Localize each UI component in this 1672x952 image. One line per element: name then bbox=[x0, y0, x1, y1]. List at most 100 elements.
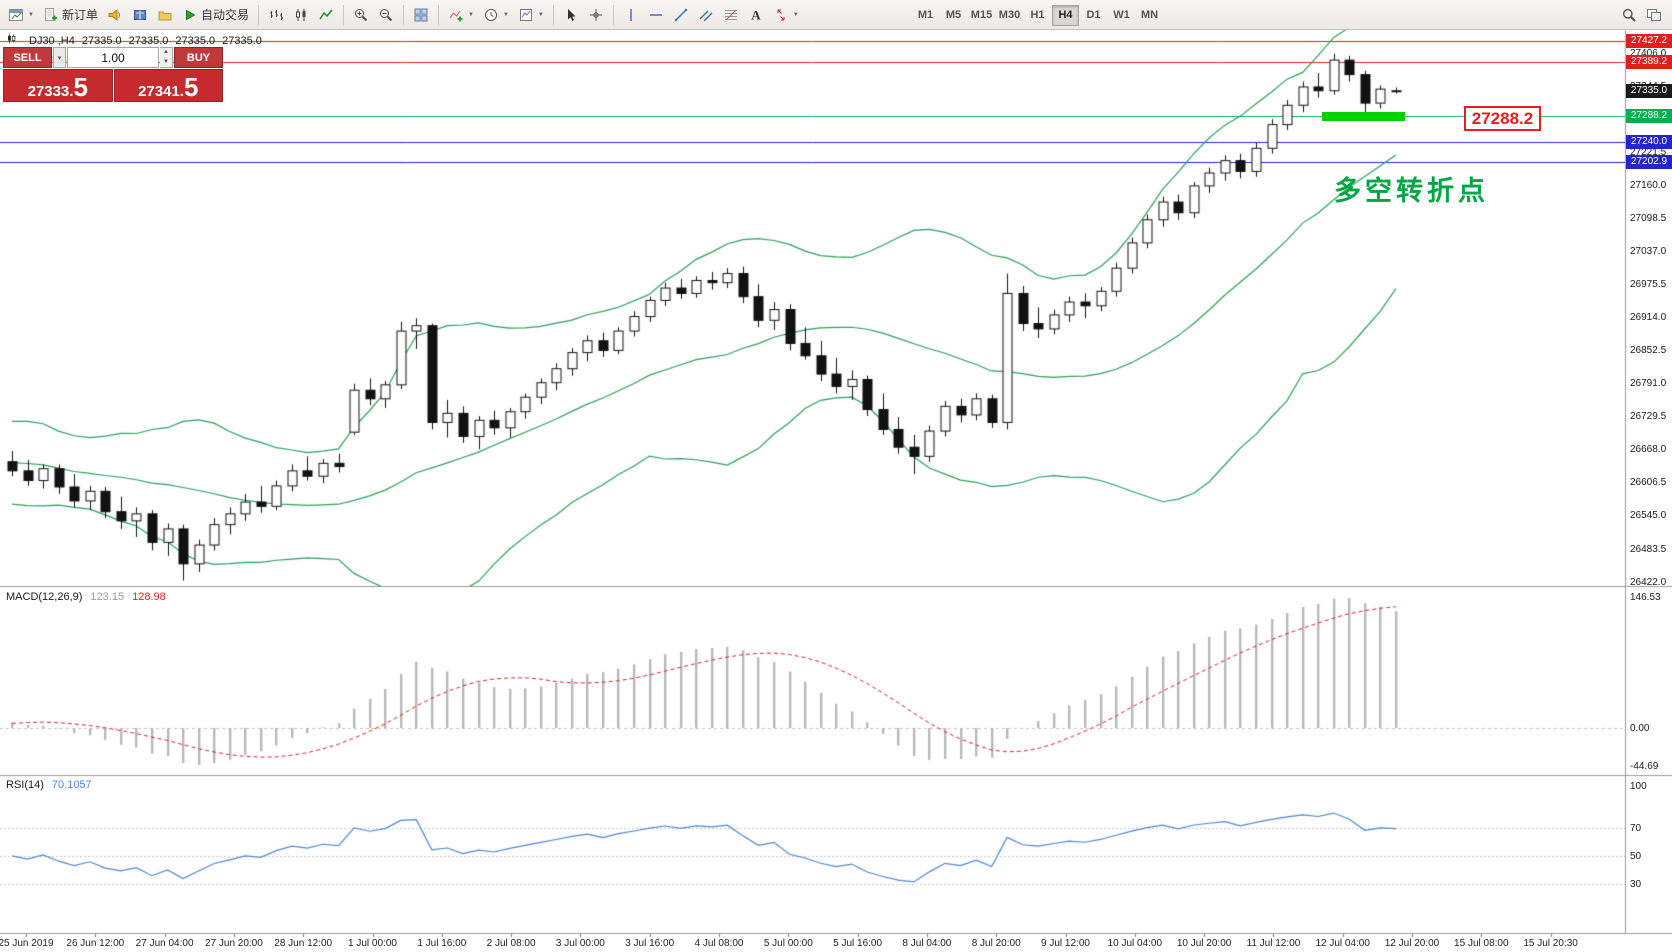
chart-canvas[interactable] bbox=[0, 30, 1672, 952]
time-axis-label: 5 Jul 16:00 bbox=[833, 938, 883, 949]
zoom-in-button[interactable] bbox=[349, 3, 373, 27]
volume-down-icon[interactable]: ▼ bbox=[163, 58, 169, 65]
ask-price-main: 27341. bbox=[138, 83, 184, 100]
rsi-header: RSI(14) 70.1057 bbox=[6, 779, 92, 791]
price-axis-label: 26914.0 bbox=[1630, 312, 1667, 324]
channel-button[interactable] bbox=[694, 3, 718, 27]
ohlc-low: 27335.0 bbox=[175, 35, 216, 47]
new-chart-icon bbox=[8, 7, 24, 23]
horizontal-line-button[interactable] bbox=[644, 3, 668, 27]
new-order-button[interactable]: 新订单 bbox=[39, 3, 102, 27]
time-axis-label: 12 Jul 20:00 bbox=[1384, 938, 1440, 949]
metaeditor-button[interactable] bbox=[103, 3, 127, 27]
price-line-label: 27389.2 bbox=[1626, 54, 1672, 69]
indicators-button[interactable]: ▼ bbox=[444, 3, 478, 27]
buy-price[interactable]: 27341. 5 bbox=[113, 69, 223, 102]
bar-chart-icon bbox=[268, 7, 284, 23]
new-chart-button[interactable]: ▼ bbox=[4, 3, 38, 27]
svg-text:A: A bbox=[751, 7, 761, 22]
highlight-line[interactable] bbox=[1322, 112, 1405, 121]
timeframe-h4[interactable]: H4 bbox=[1052, 4, 1079, 26]
cursor-button[interactable] bbox=[559, 3, 583, 27]
search-button[interactable] bbox=[1617, 3, 1641, 27]
price-line-label: 27240.0 bbox=[1626, 134, 1672, 149]
templates-button[interactable]: ▼ bbox=[514, 3, 548, 27]
toolbar-separator bbox=[342, 4, 344, 25]
main-toolbar: ▼ 新订单 自动交易 ▼ ▼ ▼ A ▼ M1 M5 M15 M30 H1 H4 D1 W1 MN bbox=[0, 0, 1672, 30]
symbol-period-label: DJ30 ,H4 bbox=[29, 35, 75, 47]
macd-signal-value: 128.98 bbox=[132, 591, 166, 603]
new-window-button[interactable] bbox=[1642, 3, 1666, 27]
annotation-text[interactable]: 多空转折点 bbox=[1334, 176, 1489, 206]
zoom-in-icon bbox=[353, 7, 369, 23]
fibonacci-button[interactable] bbox=[719, 3, 743, 27]
market-watch-button[interactable] bbox=[128, 3, 152, 27]
vertical-line-button[interactable] bbox=[619, 3, 643, 27]
rsi-axis-label: 30 bbox=[1630, 879, 1642, 890]
volume-stepper[interactable]: ▲ ▼ bbox=[160, 47, 173, 68]
cursor-icon bbox=[563, 7, 579, 23]
candlestick-chart-button[interactable] bbox=[289, 3, 313, 27]
toolbar-separator bbox=[552, 4, 554, 25]
fibonacci-icon bbox=[723, 7, 739, 23]
trendline-button[interactable] bbox=[669, 3, 693, 27]
price-axis-label: 26791.0 bbox=[1630, 378, 1667, 390]
autotrading-button[interactable]: 自动交易 bbox=[178, 3, 253, 27]
tile-windows-icon bbox=[413, 7, 429, 23]
channel-icon bbox=[698, 7, 714, 23]
price-line-label: 27335.0 bbox=[1626, 83, 1672, 98]
sell-button[interactable]: SELL bbox=[3, 47, 52, 68]
timeframe-w1[interactable]: W1 bbox=[1113, 9, 1130, 21]
ohlc-close: 27335.0 bbox=[222, 35, 262, 47]
new-order-icon bbox=[43, 7, 59, 23]
toolbar-separator bbox=[437, 4, 439, 25]
timeframe-m15[interactable]: M15 bbox=[970, 9, 993, 21]
macd-axis-label: 146.53 bbox=[1630, 592, 1661, 603]
time-axis-label: 25 Jun 2019 bbox=[0, 938, 54, 949]
volume-dropdown[interactable]: ▾ bbox=[53, 47, 66, 68]
price-axis-label: 26545.0 bbox=[1630, 510, 1667, 522]
timeframe-m30[interactable]: M30 bbox=[998, 9, 1021, 21]
toolbar-right-group bbox=[1617, 0, 1666, 30]
periods-button[interactable]: ▼ bbox=[479, 3, 513, 27]
time-axis-label: 8 Jul 04:00 bbox=[902, 938, 952, 949]
time-axis-label: 27 Jun 20:00 bbox=[204, 938, 263, 949]
timeframe-m1[interactable]: M1 bbox=[917, 9, 934, 21]
horizontal-line-icon bbox=[648, 7, 664, 23]
zoom-out-button[interactable] bbox=[374, 3, 398, 27]
ohlc-high: 27335.0 bbox=[128, 35, 169, 47]
periods-icon bbox=[483, 7, 499, 23]
time-axis-label: 9 Jul 12:00 bbox=[1041, 938, 1090, 949]
tile-windows-button[interactable] bbox=[409, 3, 433, 27]
time-axis-label: 8 Jul 20:00 bbox=[971, 938, 1021, 949]
price-line-label: 27288.2 bbox=[1626, 108, 1672, 123]
text-button[interactable]: A bbox=[744, 3, 768, 27]
timeframe-h1[interactable]: H1 bbox=[1030, 9, 1045, 21]
timeframe-d1[interactable]: D1 bbox=[1086, 9, 1101, 21]
volume-up-icon[interactable]: ▲ bbox=[163, 49, 169, 55]
arrow-tools-button[interactable]: ▼ bbox=[769, 3, 803, 27]
price-callout[interactable]: 27288.2 bbox=[1464, 106, 1541, 131]
trendline-icon bbox=[673, 7, 689, 23]
price-axis-label: 26483.5 bbox=[1630, 543, 1667, 555]
navigator-button[interactable] bbox=[153, 3, 177, 27]
text-icon: A bbox=[748, 7, 764, 23]
timeframe-mn[interactable]: MN bbox=[1140, 9, 1159, 21]
volume-input[interactable] bbox=[68, 50, 158, 65]
crosshair-button[interactable] bbox=[584, 3, 608, 27]
macd-axis-label: 0.00 bbox=[1630, 722, 1650, 734]
sell-price[interactable]: 27333. 5 bbox=[3, 69, 113, 102]
line-chart-button[interactable] bbox=[314, 3, 338, 27]
time-axis-label: 28 Jun 12:00 bbox=[274, 938, 333, 949]
price-line-label: 27427.2 bbox=[1626, 34, 1672, 49]
buy-button[interactable]: BUY bbox=[174, 47, 223, 68]
time-axis-label: 15 Jul 08:00 bbox=[1454, 938, 1509, 949]
price-axis-label: 27037.0 bbox=[1630, 245, 1667, 257]
time-axis-label: 5 Jul 00:00 bbox=[763, 938, 813, 949]
autotrading-icon bbox=[182, 7, 198, 23]
chart-window: DJ30 ,H4 27335.0 27335.0 27335.0 27335.0… bbox=[0, 30, 1672, 952]
price-axis-label: 26606.5 bbox=[1630, 477, 1667, 489]
time-axis-label: 26 Jun 12:00 bbox=[66, 938, 125, 949]
timeframe-m5[interactable]: M5 bbox=[945, 9, 962, 21]
bar-chart-button[interactable] bbox=[264, 3, 288, 27]
